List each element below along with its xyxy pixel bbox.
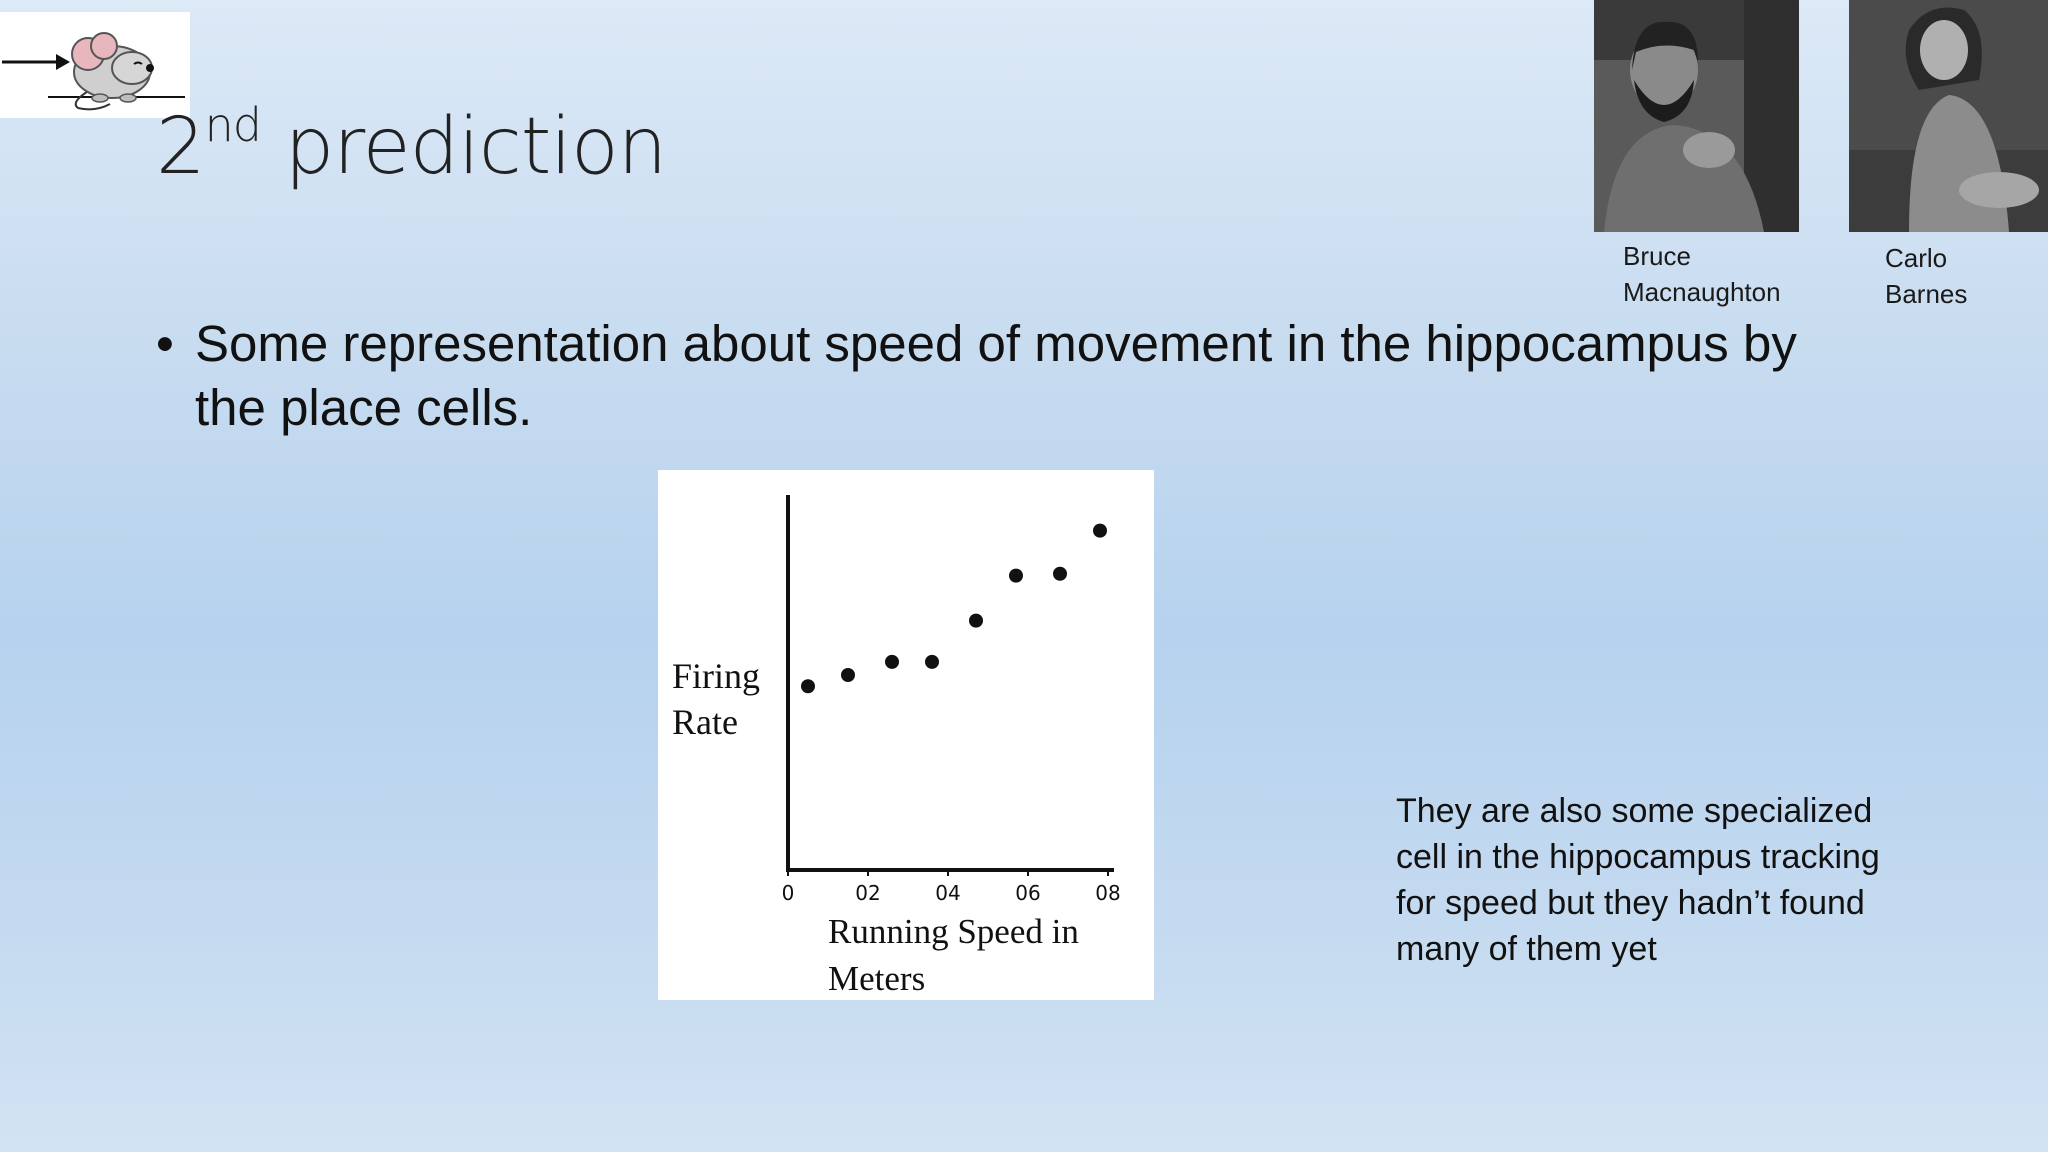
data-point xyxy=(969,613,983,628)
data-point xyxy=(841,668,855,682)
caption-last-name: Barnes xyxy=(1885,279,1968,309)
caption-last-name: Macnaughton xyxy=(1623,277,1781,307)
x-tick-label: 08 xyxy=(1095,881,1120,905)
data-point xyxy=(1009,568,1023,583)
mouse-logo xyxy=(0,12,190,118)
bullet-text: Some representation about speed of movem… xyxy=(195,315,1797,436)
title-number: 2 xyxy=(156,102,206,192)
bullet-dot: • xyxy=(156,315,174,372)
caption-first-name: Bruce xyxy=(1623,241,1691,271)
data-point xyxy=(885,654,899,669)
bullet-point: • Some representation about speed of mov… xyxy=(156,312,1876,440)
chart-ticks: 0 02 04 06 08 xyxy=(782,870,1121,905)
x-axis-label-line-1: Running Speed in xyxy=(828,912,1079,951)
title-text: prediction xyxy=(261,102,667,192)
data-point xyxy=(925,654,939,669)
y-axis-label-line-2: Rate xyxy=(672,702,738,742)
y-axis-label-line-1: Firing xyxy=(672,656,760,696)
caption-first-name: Carlo xyxy=(1885,243,1948,273)
x-axis-label-line-2: Meters xyxy=(828,959,925,998)
x-tick-label: 0 xyxy=(782,881,795,905)
data-point xyxy=(1093,523,1107,538)
x-tick-label: 06 xyxy=(1015,881,1040,905)
chart-points xyxy=(801,523,1107,694)
x-tick-label: 02 xyxy=(855,881,880,905)
caption-bruce-macnaughton: Bruce Macnaughton xyxy=(1623,238,1781,310)
data-point xyxy=(1053,566,1067,581)
title-superscript: nd xyxy=(204,98,262,152)
photo-carlo-barnes xyxy=(1849,0,2048,232)
x-tick-label: 04 xyxy=(935,881,960,905)
slide-title: 2nd prediction xyxy=(156,102,667,186)
photo-bruce-macnaughton xyxy=(1594,0,1799,232)
data-point xyxy=(801,679,815,694)
mouse-with-arrow-icon xyxy=(2,32,185,111)
chart-axes xyxy=(786,495,1114,872)
caption-carlo-barnes: Carlo Barnes xyxy=(1885,240,1967,312)
scatter-chart: 0 02 04 06 08 Firing Rate Running Speed in M… xyxy=(658,470,1154,1000)
side-note: They are also some specialized cell in t… xyxy=(1396,792,1880,968)
chart-svg: 0 02 04 06 08 Firing Rate Running Speed in M… xyxy=(672,495,1121,998)
